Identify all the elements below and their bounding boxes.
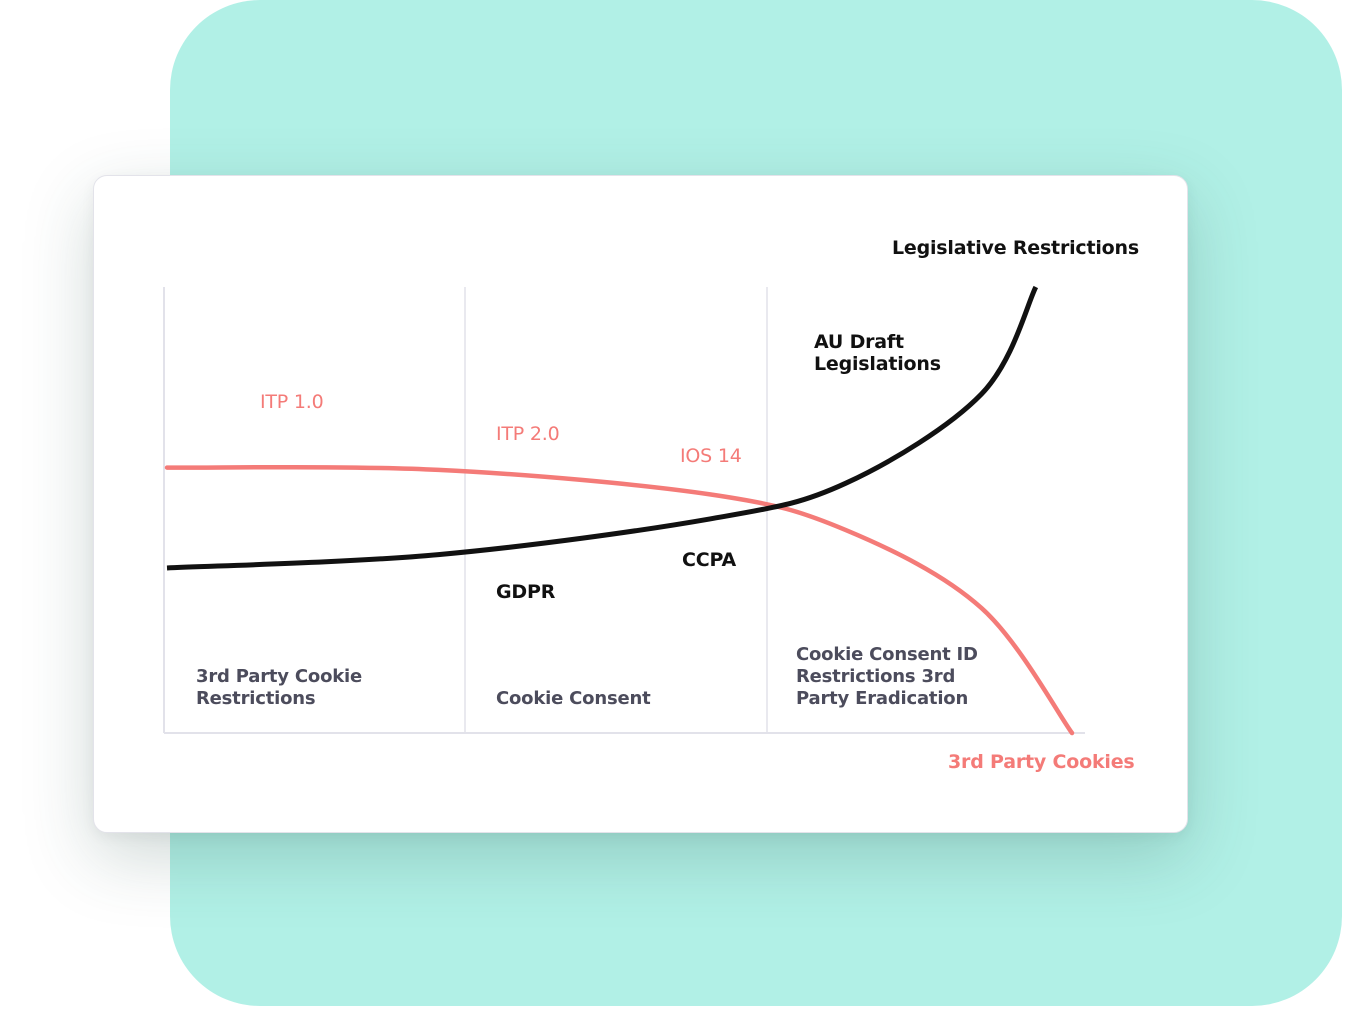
annotation-au-draft-line1: AU Draft [814,331,904,353]
phase-label-2: Cookie Consent [496,688,651,709]
annotation-itp-1: ITP 1.0 [260,391,324,413]
phase-label-3-line3: Party Eradication [796,688,969,709]
phase-label-3-line2: Restrictions 3rd [796,666,956,687]
series-label-cookies: 3rd Party Cookies [948,751,1135,773]
series-label-legislative: Legislative Restrictions [892,237,1139,259]
annotation-ios-14: IOS 14 [680,445,742,467]
series-line-legislative-restrictions [166,285,1039,571]
phase-label-3-line1: Cookie Consent ID [796,644,978,665]
series-line-3rd-party-cookies [164,464,1075,736]
annotation-ccpa: CCPA [682,549,736,571]
annotation-gdpr: GDPR [496,581,556,603]
annotation-au-draft-line2: Legislations [814,353,941,375]
chart-card [93,175,1188,833]
phase-label-1-line2: Restrictions [196,688,316,709]
phase-label-1-line1: 3rd Party Cookie [196,666,362,687]
annotation-itp-2: ITP 2.0 [496,423,560,445]
